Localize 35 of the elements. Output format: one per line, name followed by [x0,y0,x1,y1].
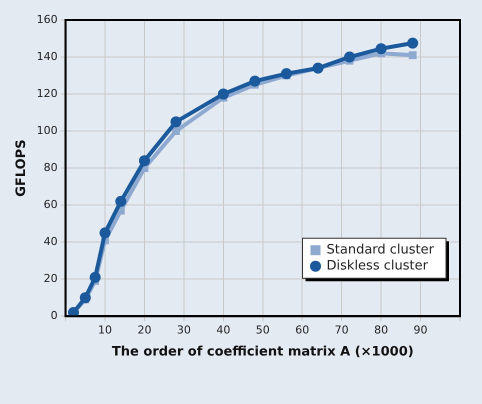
x-axis-title: The order of coefficient matrix A (×1000) [112,344,414,360]
point [344,52,356,63]
point [407,38,418,49]
y-tick-label: 120 [36,86,58,100]
point [218,88,229,100]
point [249,76,260,87]
x-tick-label: 70 [334,324,349,337]
y-axis-title: GFLOPS [14,139,30,197]
legend-label: Standard cluster [326,242,435,258]
y-tick-label: 140 [36,50,58,63]
x-tick-label: 80 [374,324,388,337]
x-tick-label: 90 [414,324,428,337]
point [172,127,180,135]
y-tick-label: 40 [44,235,58,248]
point [115,196,126,207]
x-tick-label: 40 [216,324,230,337]
legend-label: Diskless cluster [326,258,429,274]
x-tick-label: 50 [256,324,270,337]
x-tick-label: 60 [295,324,310,337]
x-tick-label: 20 [137,324,152,337]
y-tick-label: 60 [44,198,58,211]
point [138,155,150,166]
y-tick-label: 80 [44,160,58,174]
point [376,43,387,54]
point [170,116,182,128]
y-tick-label: 20 [44,272,58,286]
point [90,272,101,283]
point [80,292,91,304]
point [408,51,417,60]
x-tick-label: 10 [98,324,112,337]
y-tick-label: 100 [36,124,58,137]
x-tick-label: 30 [176,324,191,337]
y-tick-label: 160 [36,12,58,26]
y-tick-label: 0 [50,309,58,322]
point [100,227,111,238]
